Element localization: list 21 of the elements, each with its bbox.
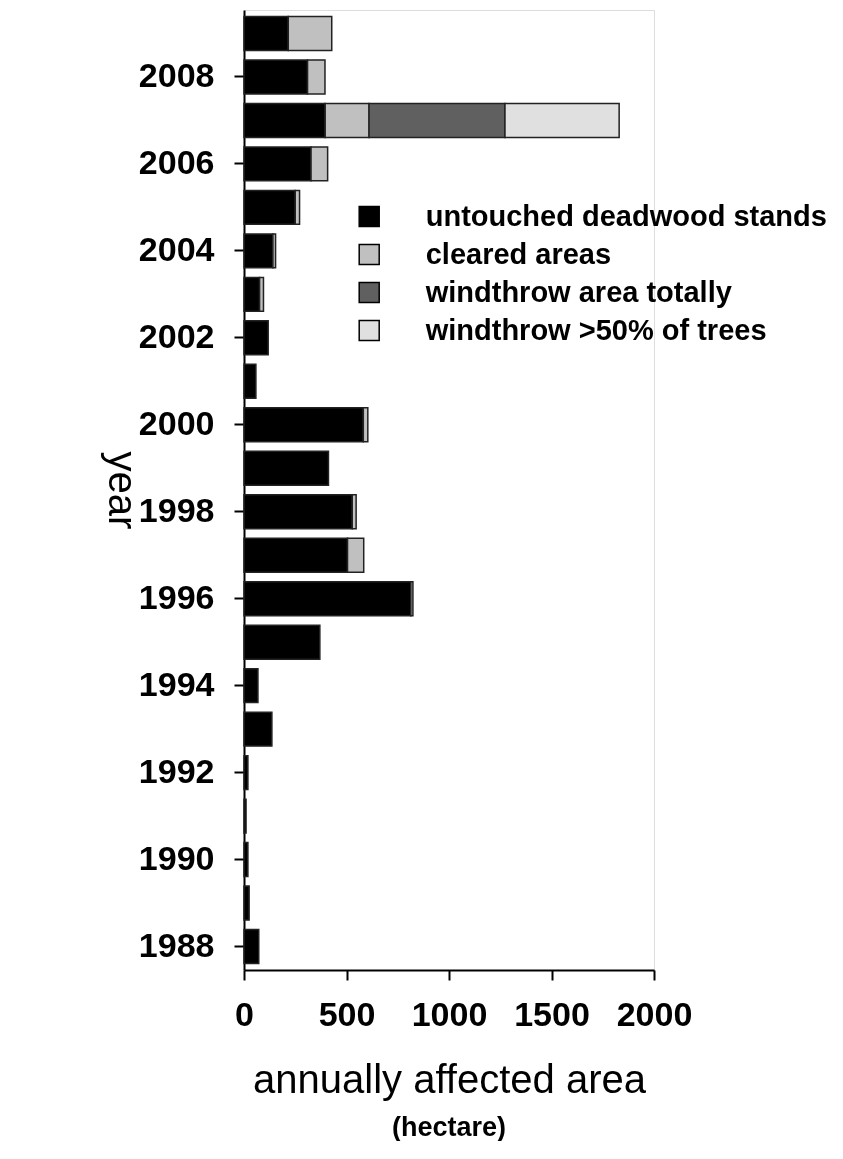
legend-label: windthrow >50% of trees xyxy=(424,313,767,346)
y-tick-label: 1996 xyxy=(138,577,215,616)
legend-label: cleared areas xyxy=(425,237,612,270)
y-tick-label: 2004 xyxy=(138,229,215,268)
y-tick-label: 2006 xyxy=(138,142,215,181)
text: (hectare) xyxy=(391,1112,507,1142)
y-tick-label: 1992 xyxy=(138,751,215,790)
x-tick-label: 0 xyxy=(235,994,254,1033)
legend-label: untouched deadwood stands xyxy=(425,199,827,232)
y-tick-label: 1990 xyxy=(138,838,215,877)
x-tick-label: 1500 xyxy=(514,994,590,1033)
y-tick-label: 2000 xyxy=(138,403,215,442)
y-tick-label: 1988 xyxy=(138,925,215,964)
x-axis-title: annually affected area xyxy=(253,1056,647,1101)
y-tick-label: 2002 xyxy=(138,316,215,355)
y-tick-label: 2008 xyxy=(138,55,215,94)
x-tick-label: 500 xyxy=(318,994,376,1033)
x-tick-label: 1000 xyxy=(411,994,488,1033)
y-tick-label: 1994 xyxy=(138,664,215,703)
legend-label: windthrow area totally xyxy=(424,275,732,308)
x-tick-label: 2000 xyxy=(616,994,693,1033)
